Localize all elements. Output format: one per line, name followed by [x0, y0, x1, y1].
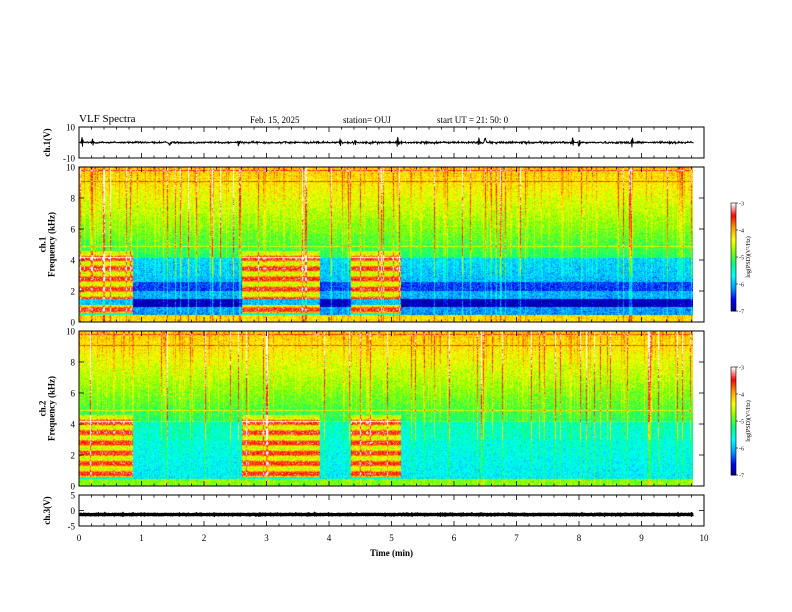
ch3-wave-ytick-label: 5 [71, 491, 76, 501]
chart-title: VLF Spectra [79, 113, 136, 125]
colorbar-tick-label: -5 [739, 420, 744, 426]
ch1-spec-ytick-label: 8 [71, 194, 76, 204]
station-label: station= OUJ [343, 115, 391, 125]
ch3-wave-ylabel: ch.3(V) [42, 496, 52, 524]
colorbar-tick-label: -3 [739, 202, 744, 208]
ch1-wave-ylabel: ch.1(V) [42, 128, 52, 156]
colorbar-tick-label: -6 [739, 283, 744, 289]
colorbar-tick-label: -4 [739, 229, 744, 235]
ch1-spec-ytick-label: 0 [71, 318, 76, 328]
ch2-spec-ytick-label: 6 [71, 389, 76, 399]
ch2-spec-ylabel: ch.2 [38, 400, 48, 416]
x-tick-label: 8 [577, 533, 582, 543]
ch1-spec-ytick-label: 4 [71, 256, 76, 266]
colorbar-tick-label: -5 [739, 256, 744, 262]
ch3-wave-ytick-label: 0 [71, 506, 76, 516]
date-label: Feb. 15, 2025 [250, 115, 300, 125]
x-tick-label: 9 [639, 533, 644, 543]
colorbar-tick-label: -4 [739, 393, 744, 399]
ch3-wave-trace [78, 511, 694, 518]
ch1-spec-ylabel: Frequency (kHz) [47, 212, 57, 277]
ch2-spec-ylabel: Frequency (kHz) [47, 376, 57, 441]
colorbar-tick-label: -7 [739, 474, 744, 480]
ch1-spec-ytick-label: 10 [66, 163, 76, 173]
x-tick-label: 2 [202, 533, 207, 543]
colorbar-tick-label: -6 [739, 447, 744, 453]
x-tick-label: 10 [700, 533, 710, 543]
ch2-spec-ytick-label: 2 [71, 451, 76, 461]
ch1-wave-ytick-label: 10 [66, 123, 76, 133]
x-tick-label: 0 [77, 533, 82, 543]
ch2-spec-ytick-label: 4 [71, 420, 76, 430]
x-tick-label: 6 [452, 533, 457, 543]
x-tick-label: 5 [389, 533, 394, 543]
colorbar-label: log(PSD)(V²/Hz) [745, 236, 752, 277]
ch3-wave-ytick-label: -5 [68, 522, 76, 532]
colorbar-label: log(PSD)(V²/Hz) [745, 400, 752, 441]
x-axis-label: Time (min) [370, 548, 413, 558]
ch2-spec-ytick-label: 0 [71, 482, 76, 492]
colorbar-tick-label: -7 [739, 310, 744, 316]
ch1-wave-ytick-label: -10 [63, 154, 75, 164]
start-time-label: start UT = 21: 50: 0 [437, 115, 509, 125]
x-tick-label: 4 [327, 533, 332, 543]
ch1-spec-ylabel: ch.1 [38, 236, 48, 252]
colorbar-tick-label: -3 [739, 366, 744, 372]
x-tick-label: 7 [514, 533, 519, 543]
ch1-wave-trace [78, 136, 694, 148]
ch2-spec-ytick-label: 8 [71, 358, 76, 368]
ch1-spec-image [79, 167, 693, 322]
x-tick-label: 3 [264, 533, 269, 543]
x-tick-label: 1 [139, 533, 144, 543]
ch1-spec-ytick-label: 6 [71, 225, 76, 235]
ch2-spec-ytick-label: 10 [66, 327, 76, 337]
ch2-spec-image [79, 331, 693, 486]
ch1-spec-ytick-label: 2 [71, 287, 76, 297]
